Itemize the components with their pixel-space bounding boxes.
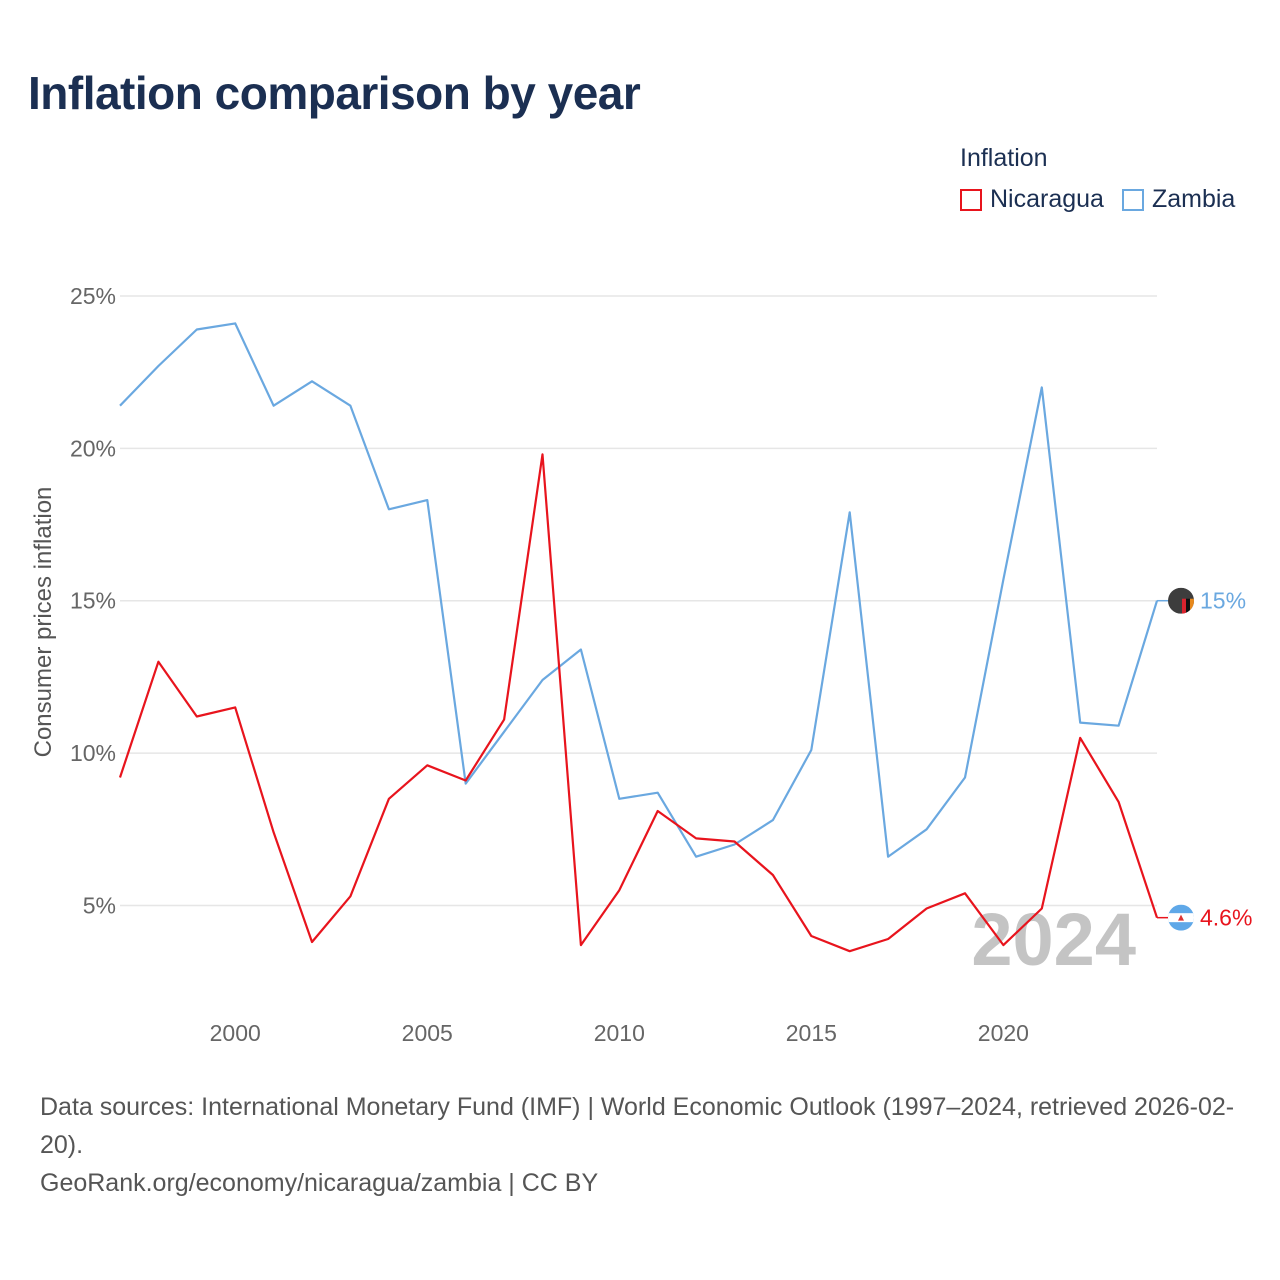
y-tick-label: 15% bbox=[70, 588, 116, 614]
legend-swatch-zambia bbox=[1121, 188, 1144, 211]
data-point-zambia[interactable] bbox=[1116, 723, 1122, 729]
data-point-nicaragua[interactable] bbox=[732, 838, 738, 844]
series-line-nicaragua[interactable] bbox=[118, 453, 1159, 953]
end-value-label-nicaragua: 4.6% bbox=[1200, 905, 1252, 931]
data-point-nicaragua[interactable] bbox=[578, 942, 584, 948]
data-point-nicaragua[interactable] bbox=[117, 774, 123, 780]
data-point-zambia[interactable] bbox=[386, 506, 392, 512]
data-point-nicaragua[interactable] bbox=[770, 872, 776, 878]
data-point-nicaragua[interactable] bbox=[1116, 799, 1122, 805]
data-point-nicaragua[interactable] bbox=[501, 717, 507, 723]
data-point-zambia[interactable] bbox=[271, 403, 277, 409]
end-markers: 4.6% 15% bbox=[1157, 587, 1252, 931]
year-watermark: 2024 bbox=[971, 898, 1136, 981]
data-point-zambia[interactable] bbox=[616, 796, 622, 802]
data-point-nicaragua[interactable] bbox=[194, 714, 200, 720]
footer-credit[interactable]: GeoRank.org/economy/nicaragua/zambia | C… bbox=[40, 1169, 599, 1197]
data-point-zambia[interactable] bbox=[424, 497, 430, 503]
data-point-nicaragua[interactable] bbox=[347, 893, 353, 899]
data-point-nicaragua[interactable] bbox=[808, 933, 814, 939]
data-point-nicaragua[interactable] bbox=[271, 829, 277, 835]
y-axis-ticks: 5% 10% 15% 20% 25% bbox=[70, 283, 116, 919]
data-point-nicaragua[interactable] bbox=[1039, 906, 1045, 912]
data-point-nicaragua[interactable] bbox=[693, 835, 699, 841]
data-point-nicaragua[interactable] bbox=[1000, 942, 1006, 948]
data-point-nicaragua[interactable] bbox=[424, 762, 430, 768]
data-point-zambia[interactable] bbox=[655, 790, 661, 796]
data-point-zambia[interactable] bbox=[808, 747, 814, 753]
legend-item-zambia[interactable]: Zambia bbox=[1121, 185, 1236, 214]
data-point-nicaragua[interactable] bbox=[924, 906, 930, 912]
data-point-zambia[interactable] bbox=[347, 403, 353, 409]
data-point-zambia[interactable] bbox=[693, 854, 699, 860]
y-tick-label: 25% bbox=[70, 283, 116, 309]
end-value-label-zambia: 15% bbox=[1200, 588, 1246, 614]
legend-label-zambia: Zambia bbox=[1151, 185, 1236, 213]
data-point-zambia[interactable] bbox=[770, 817, 776, 823]
data-point-nicaragua[interactable] bbox=[885, 936, 891, 942]
x-tick-label: 2015 bbox=[786, 1020, 837, 1046]
data-point-zambia[interactable] bbox=[194, 326, 200, 332]
data-point-zambia[interactable] bbox=[924, 826, 930, 832]
legend-item-nicaragua[interactable]: Nicaragua bbox=[960, 185, 1104, 214]
data-point-nicaragua[interactable] bbox=[232, 704, 238, 710]
data-point-zambia[interactable] bbox=[155, 363, 161, 369]
data-point-zambia[interactable] bbox=[1077, 720, 1083, 726]
y-tick-label: 10% bbox=[70, 740, 116, 766]
grid-lines bbox=[120, 295, 1157, 907]
footer: Data sources: International Monetary Fun… bbox=[40, 1088, 1250, 1202]
legend-title: Inflation bbox=[960, 144, 1048, 172]
data-point-zambia[interactable] bbox=[501, 729, 507, 735]
y-tick-label: 20% bbox=[70, 435, 116, 461]
data-point-zambia[interactable] bbox=[117, 403, 123, 409]
footer-source: Data sources: International Monetary Fun… bbox=[40, 1093, 1235, 1159]
x-tick-label: 2010 bbox=[594, 1020, 645, 1046]
chart-title: Inflation comparison by year bbox=[28, 67, 641, 119]
data-point-nicaragua[interactable] bbox=[847, 948, 853, 954]
data-point-zambia[interactable] bbox=[962, 774, 968, 780]
data-point-zambia[interactable] bbox=[1039, 384, 1045, 390]
nicaragua-flag-icon bbox=[1168, 904, 1194, 931]
x-tick-label: 2020 bbox=[978, 1020, 1029, 1046]
data-point-nicaragua[interactable] bbox=[539, 451, 545, 457]
data-point-nicaragua[interactable] bbox=[616, 887, 622, 893]
data-point-nicaragua[interactable] bbox=[463, 778, 469, 784]
data-point-nicaragua[interactable] bbox=[962, 890, 968, 896]
data-point-zambia[interactable] bbox=[309, 378, 315, 384]
series-lines bbox=[117, 320, 1159, 954]
x-axis-ticks: 2000 2005 2010 2015 2020 bbox=[210, 1020, 1029, 1046]
data-point-nicaragua[interactable] bbox=[309, 939, 315, 945]
x-tick-label: 2005 bbox=[402, 1020, 453, 1046]
zambia-flag-icon bbox=[1168, 587, 1194, 614]
data-point-nicaragua[interactable] bbox=[386, 796, 392, 802]
data-point-zambia[interactable] bbox=[847, 509, 853, 515]
data-point-nicaragua[interactable] bbox=[155, 659, 161, 665]
legend: Nicaragua Zambia bbox=[960, 185, 1253, 214]
data-point-nicaragua[interactable] bbox=[655, 808, 661, 814]
data-point-zambia[interactable] bbox=[539, 677, 545, 683]
data-point-nicaragua[interactable] bbox=[1077, 735, 1083, 741]
x-tick-label: 2000 bbox=[210, 1020, 261, 1046]
data-point-zambia[interactable] bbox=[232, 320, 238, 326]
data-point-zambia[interactable] bbox=[885, 854, 891, 860]
series-line-zambia[interactable] bbox=[119, 322, 1159, 858]
y-tick-label: 5% bbox=[83, 892, 116, 918]
y-axis-label: Consumer prices inflation bbox=[30, 487, 57, 758]
data-point-zambia[interactable] bbox=[1000, 576, 1006, 582]
legend-swatch-nicaragua bbox=[960, 188, 982, 211]
data-point-zambia[interactable] bbox=[578, 646, 584, 652]
legend-label-nicaragua: Nicaragua bbox=[990, 185, 1104, 213]
